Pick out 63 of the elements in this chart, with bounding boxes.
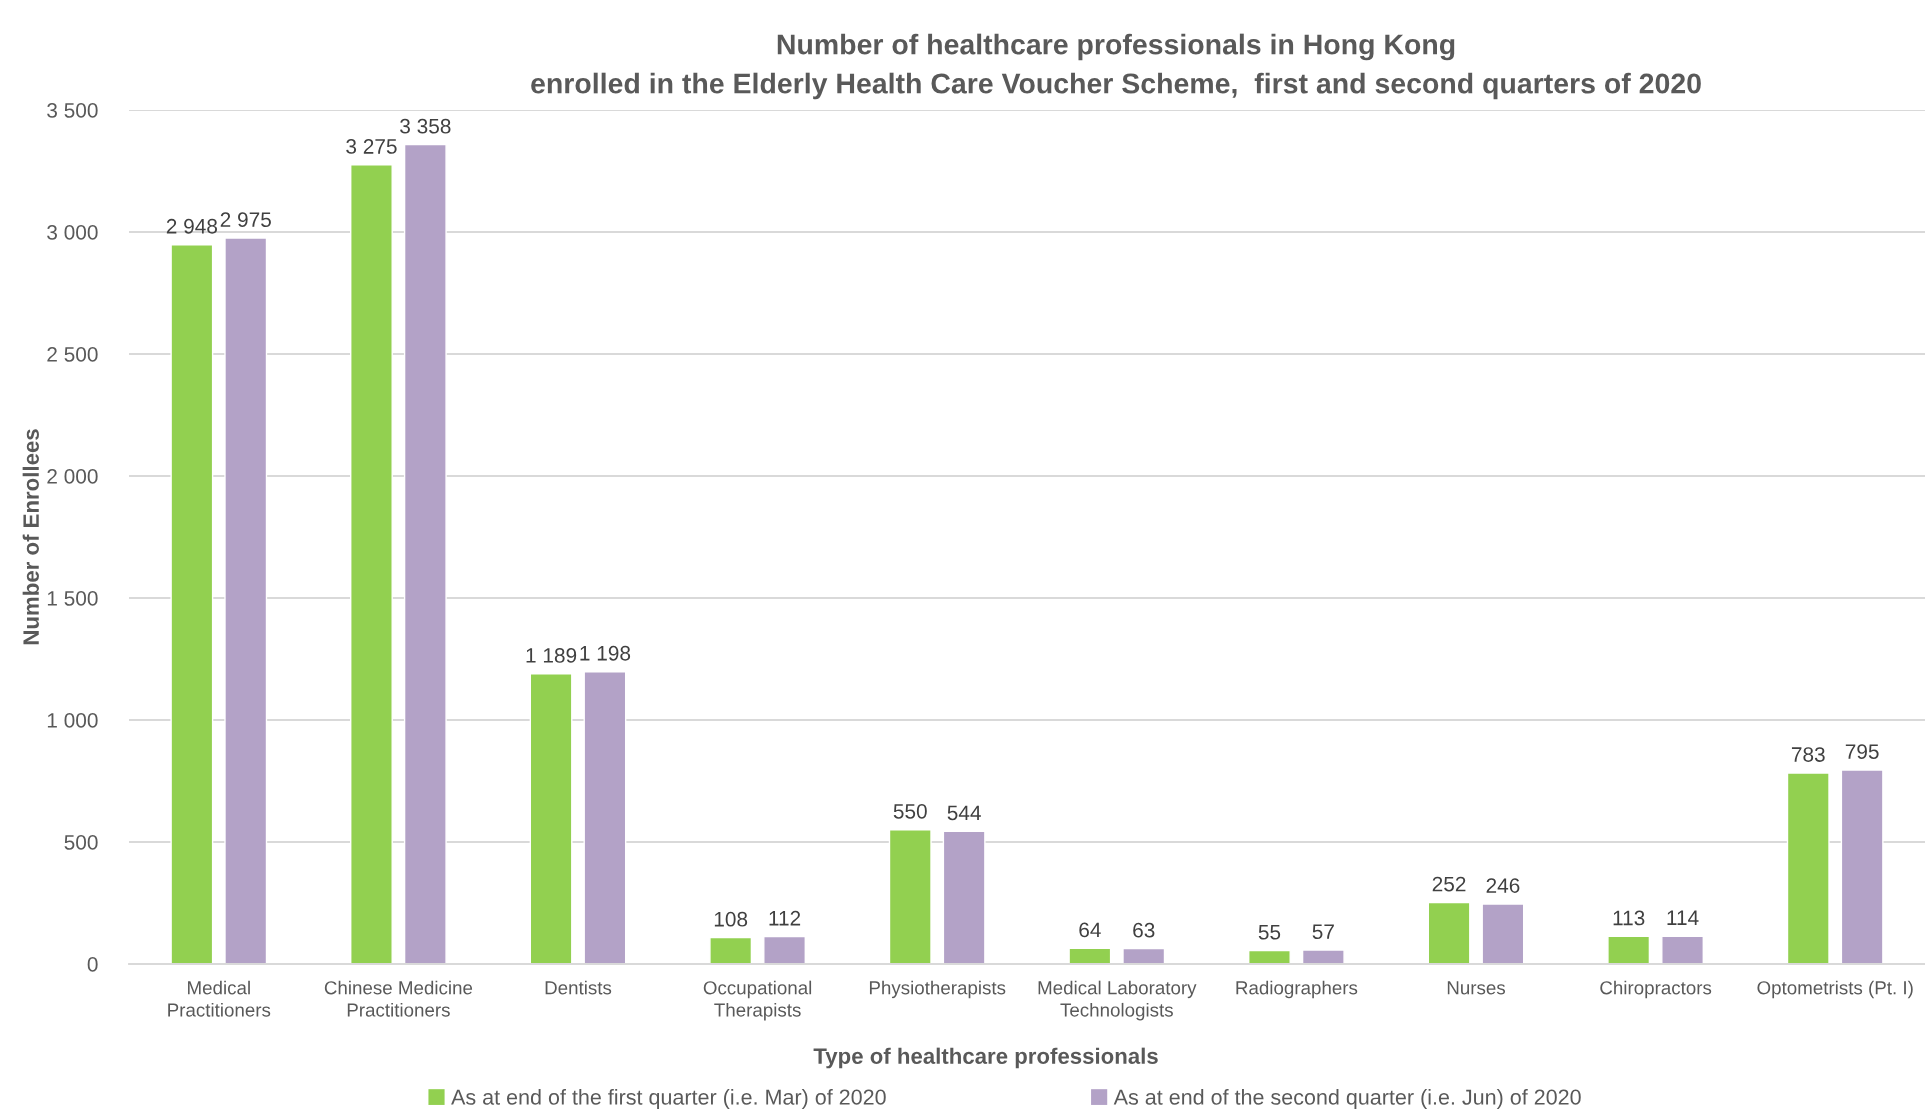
legend-label: As at end of the second quarter (i.e. Jun) of 2020	[1113, 1088, 1581, 1110]
data-label: 57	[1312, 924, 1334, 940]
data-label: 3 275	[346, 139, 397, 154]
bar	[529, 673, 573, 964]
data-label: 2 975	[220, 212, 271, 228]
bar	[1840, 769, 1884, 964]
data-label: 108	[714, 911, 748, 927]
legend-label: As at end of the first quarter (i.e. Mar) of 2020	[451, 1088, 886, 1110]
bar	[1786, 772, 1830, 964]
y-tick-label: 0	[87, 957, 98, 972]
data-label: 3 358	[400, 118, 451, 134]
x-tick-label: Dentists	[545, 980, 612, 995]
y-tick-label: 1 000	[47, 713, 98, 728]
y-tick-label: 3 000	[47, 225, 98, 240]
data-label: 1 198	[580, 645, 631, 661]
y-tick-label: 2 500	[47, 347, 98, 362]
data-label: 64	[1079, 922, 1101, 938]
x-tick-label: Chinese Medicine Practitioners	[324, 980, 473, 1017]
y-tick-label: 1 500	[47, 591, 98, 606]
x-tick-label: Occupational Therapists	[703, 980, 812, 1021]
bar	[1068, 947, 1112, 964]
bar	[763, 935, 806, 964]
x-tick-label: Nurses	[1447, 981, 1506, 995]
bar	[1481, 903, 1525, 964]
chart-title: Number of healthcare professionals in Hong Kong enrolled in the Elderly Health Care Voucher Scheme, first and second quarters of 2020	[531, 33, 1701, 100]
bar	[1301, 949, 1345, 964]
data-label: 1 189	[526, 648, 577, 663]
x-axis-title: Type of healthcare professionals	[813, 1047, 1158, 1069]
bar	[350, 164, 393, 964]
bar	[888, 829, 932, 964]
bar	[1427, 901, 1471, 964]
bar	[224, 237, 268, 964]
y-tick-label: 2 000	[47, 469, 98, 484]
data-label: 550	[893, 803, 927, 819]
bar	[1122, 947, 1166, 964]
data-label: 113	[1613, 910, 1645, 926]
data-label: 783	[1791, 747, 1825, 762]
data-label: 2 948	[166, 218, 218, 234]
x-tick-label: Physiotherapists	[869, 980, 1006, 999]
x-tick-label: Medical Practitioners	[168, 980, 271, 1017]
data-label: 112	[769, 910, 801, 926]
bar	[942, 830, 986, 964]
data-label: 252	[1432, 876, 1466, 892]
bar	[1607, 935, 1651, 964]
y-axis-title: Number of Enrollees	[22, 429, 39, 645]
data-label: 795	[1845, 744, 1879, 759]
data-label: 544	[947, 805, 981, 821]
bar	[583, 670, 627, 964]
bar	[403, 143, 447, 964]
bar	[170, 243, 214, 964]
data-label: 114	[1667, 910, 1699, 925]
y-tick-label: 3 500	[47, 103, 98, 118]
bar	[709, 936, 753, 964]
data-label: 55	[1258, 924, 1281, 940]
x-tick-label: Medical Laboratory Technologists	[1038, 980, 1197, 1021]
data-label: 246	[1486, 878, 1520, 893]
x-tick-label: Radiographers	[1236, 980, 1358, 999]
data-label: 63	[1133, 922, 1155, 938]
y-tick-label: 500	[64, 835, 98, 850]
bar	[1661, 935, 1704, 964]
x-tick-label: Chiropractors	[1600, 980, 1712, 999]
x-tick-label: Optometrists (Pt. I)	[1757, 980, 1913, 999]
bar	[1248, 949, 1291, 964]
